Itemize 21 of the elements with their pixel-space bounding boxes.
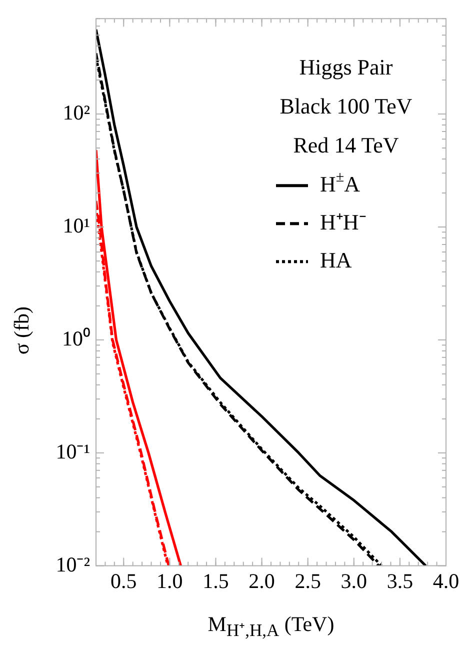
x-tick-label: 3.5: [386, 568, 414, 593]
y-tick-label: 10²: [62, 100, 90, 125]
legend-label: HA: [320, 247, 352, 272]
legend-title: Higgs Pair: [299, 54, 394, 80]
x-tick-label: 4.0: [432, 568, 460, 593]
x-tick-label: 1.0: [156, 568, 183, 593]
y-axis-title: σ (fb): [10, 305, 34, 357]
y-tick-label: 10¹: [62, 214, 90, 238]
x-tick-label: 3.0: [340, 568, 368, 593]
x-tick-label: 2.0: [248, 568, 275, 593]
annotation: Red 14 TeV: [293, 132, 399, 158]
x-axis-title: M$_{H⁺,H,A}$ (TeV): [206, 612, 336, 642]
y-tick-label: 10⁻¹: [56, 439, 90, 464]
annotation: Black 100 TeV: [280, 93, 412, 118]
y-tick-label: 10⁻²: [56, 552, 90, 576]
x-tick-label: 1.5: [202, 568, 229, 593]
x-tick-label: 2.5: [294, 568, 321, 593]
x-tick-label: 0.5: [110, 568, 137, 593]
legend-label: H±A: [320, 170, 360, 196]
legend-label: H⁺H⁻: [320, 209, 366, 234]
y-tick-label: 10⁰: [62, 326, 90, 350]
